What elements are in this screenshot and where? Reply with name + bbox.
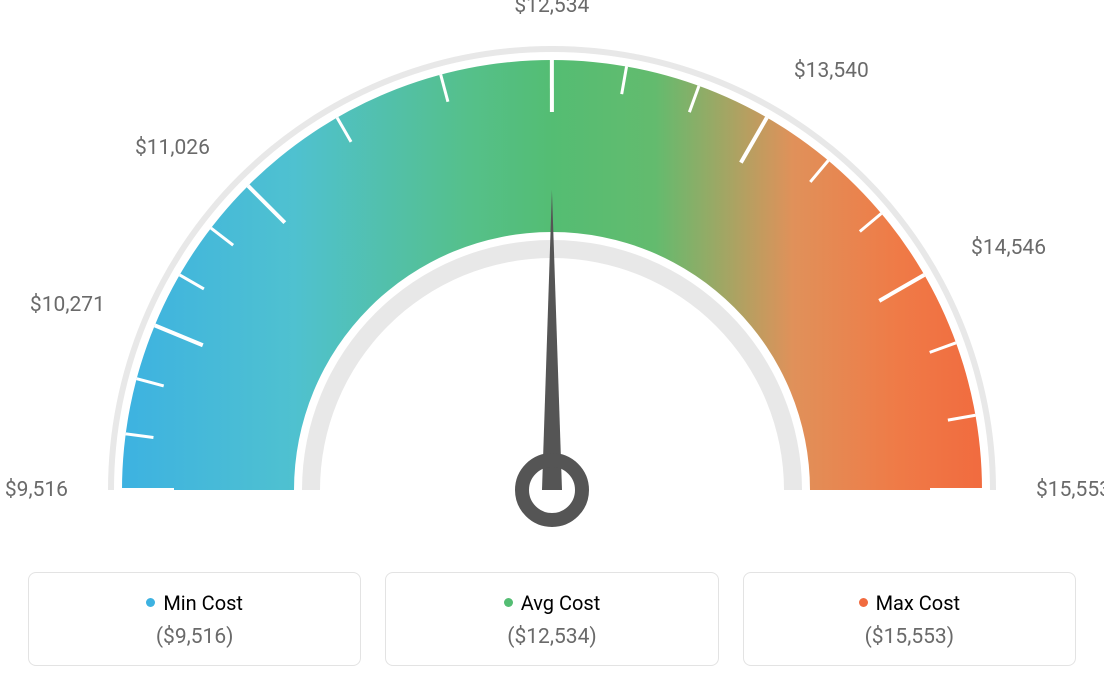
legend-title-avg: Avg Cost [398,591,705,615]
gauge-chart: $9,516 $10,271 $11,026 $12,534 $13,540 $14,54… [0,0,1104,540]
legend-title-max: Max Cost [756,591,1063,615]
legend-dot-min [146,598,155,607]
gauge-needle [542,190,562,490]
legend-row: Min Cost ($9,516) Avg Cost ($12,534) Max… [28,572,1076,666]
legend-card-avg: Avg Cost ($12,534) [385,572,718,666]
legend-value-max: ($15,553) [756,625,1063,649]
gauge-tick-label: $12,534 [514,0,589,18]
gauge-tick-label: $11,026 [135,136,210,160]
legend-dot-max [859,598,868,607]
legend-card-max: Max Cost ($15,553) [743,572,1076,666]
legend-card-min: Min Cost ($9,516) [28,572,361,666]
gauge-tick-label: $10,271 [30,293,105,317]
gauge-svg [0,0,1104,540]
gauge-tick-label: $15,553 [1036,478,1104,502]
legend-label-max: Max Cost [876,591,961,615]
gauge-tick-label: $14,546 [971,236,1046,260]
legend-label-min: Min Cost [163,591,243,615]
legend-value-min: ($9,516) [41,625,348,649]
legend-value-avg: ($12,534) [398,625,705,649]
legend-title-min: Min Cost [41,591,348,615]
legend-label-avg: Avg Cost [521,591,601,615]
gauge-tick-label: $13,540 [794,59,869,83]
gauge-tick-label: $9,516 [5,478,68,502]
cost-gauge-widget: $9,516 $10,271 $11,026 $12,534 $13,540 $14,54… [0,0,1104,690]
legend-dot-avg [504,598,513,607]
